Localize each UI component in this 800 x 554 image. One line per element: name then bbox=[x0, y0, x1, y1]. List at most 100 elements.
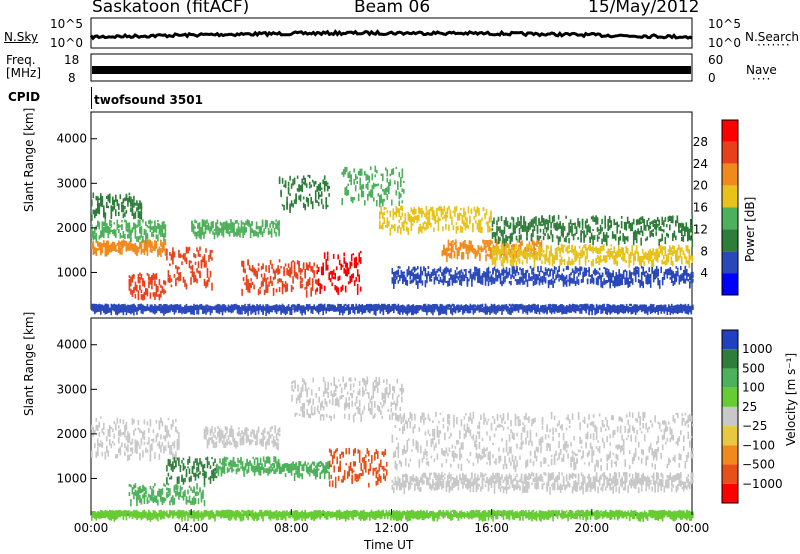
data-cell bbox=[277, 281, 279, 284]
nave-tick-bottom: 0 bbox=[708, 71, 716, 85]
data-cell bbox=[367, 174, 369, 181]
data-cell bbox=[468, 244, 471, 252]
data-cell bbox=[672, 237, 674, 242]
time-xlabel: Time UT bbox=[364, 538, 414, 552]
data-cell bbox=[436, 276, 439, 281]
data-cell bbox=[289, 269, 291, 275]
data-cell bbox=[193, 461, 195, 470]
data-cell bbox=[442, 217, 444, 220]
data-cell bbox=[299, 305, 302, 311]
data-cell bbox=[380, 225, 383, 229]
data-cell bbox=[505, 304, 508, 312]
data-cell bbox=[525, 272, 527, 277]
data-cell bbox=[396, 305, 398, 310]
data-cell bbox=[236, 230, 238, 237]
data-cell bbox=[199, 471, 201, 475]
data-cell bbox=[610, 251, 612, 258]
data-cell bbox=[485, 245, 487, 249]
data-cell bbox=[331, 481, 334, 487]
data-cell bbox=[608, 249, 611, 255]
data-cell bbox=[339, 454, 341, 459]
data-cell bbox=[376, 200, 378, 207]
data-cell bbox=[392, 208, 395, 215]
data-cell bbox=[412, 307, 415, 316]
data-cell bbox=[302, 202, 305, 208]
data-cell bbox=[379, 220, 381, 227]
data-cell bbox=[589, 278, 592, 284]
data-cell bbox=[636, 269, 638, 275]
data-cell bbox=[97, 200, 99, 207]
data-cell bbox=[271, 280, 273, 286]
data-cell bbox=[582, 274, 584, 283]
data-cell bbox=[381, 307, 383, 312]
data-cell bbox=[356, 287, 359, 295]
data-cell bbox=[343, 257, 345, 264]
data-cell bbox=[137, 419, 140, 426]
data-cell bbox=[130, 196, 132, 205]
data-cell bbox=[547, 222, 549, 231]
data-cell bbox=[520, 222, 522, 229]
data-cell bbox=[103, 240, 105, 243]
data-cell bbox=[270, 468, 272, 473]
data-cell bbox=[190, 266, 192, 270]
data-cell bbox=[131, 447, 134, 454]
data-cell bbox=[531, 277, 533, 281]
data-cell bbox=[666, 254, 668, 258]
data-cell bbox=[298, 461, 300, 467]
data-cell bbox=[259, 304, 261, 311]
data-cell bbox=[187, 306, 189, 313]
data-cell bbox=[356, 305, 359, 309]
data-cell bbox=[112, 196, 114, 202]
data-cell bbox=[556, 226, 558, 232]
data-cell bbox=[533, 244, 535, 250]
data-cell bbox=[212, 307, 215, 310]
data-cell bbox=[478, 207, 480, 216]
data-cell bbox=[550, 268, 553, 272]
data-cell bbox=[284, 284, 287, 293]
data-cell bbox=[200, 492, 203, 498]
data-cell bbox=[127, 435, 129, 444]
data-cell bbox=[610, 222, 612, 228]
data-cell bbox=[158, 490, 161, 497]
data-cell bbox=[344, 269, 347, 276]
data-cell bbox=[415, 273, 418, 280]
data-cell bbox=[122, 204, 125, 213]
data-cell bbox=[149, 227, 152, 233]
data-cell bbox=[568, 244, 570, 249]
data-cell bbox=[167, 308, 170, 312]
data-cell bbox=[547, 233, 549, 240]
data-cell bbox=[595, 269, 598, 275]
data-cell bbox=[692, 278, 694, 283]
data-cell bbox=[536, 227, 539, 235]
data-cell bbox=[237, 230, 240, 236]
data-cell bbox=[649, 225, 651, 229]
data-cell bbox=[358, 252, 360, 261]
data-cell bbox=[188, 260, 191, 269]
data-cell bbox=[388, 307, 391, 313]
data-cell bbox=[274, 468, 277, 474]
data-cell bbox=[583, 236, 585, 243]
data-cell bbox=[649, 280, 652, 288]
data-cell bbox=[220, 307, 222, 312]
data-cell bbox=[437, 224, 440, 231]
data-cell bbox=[511, 270, 514, 278]
data-cell bbox=[368, 175, 371, 182]
data-cell bbox=[461, 252, 463, 260]
data-cell bbox=[268, 456, 271, 465]
data-cell bbox=[494, 232, 497, 236]
data-cell bbox=[391, 225, 393, 229]
data-cell bbox=[131, 199, 134, 207]
data-cell bbox=[524, 251, 527, 256]
data-cell bbox=[367, 182, 369, 190]
data-cell bbox=[347, 281, 350, 285]
data-cell bbox=[598, 260, 600, 266]
data-cell bbox=[453, 242, 456, 245]
data-cell bbox=[166, 465, 168, 472]
data-cell bbox=[545, 253, 548, 260]
data-cell bbox=[643, 253, 645, 258]
data-cell bbox=[184, 466, 186, 469]
data-cell bbox=[178, 492, 180, 496]
data-cell bbox=[372, 304, 374, 311]
data-cell bbox=[109, 227, 111, 235]
data-cell bbox=[100, 201, 102, 207]
